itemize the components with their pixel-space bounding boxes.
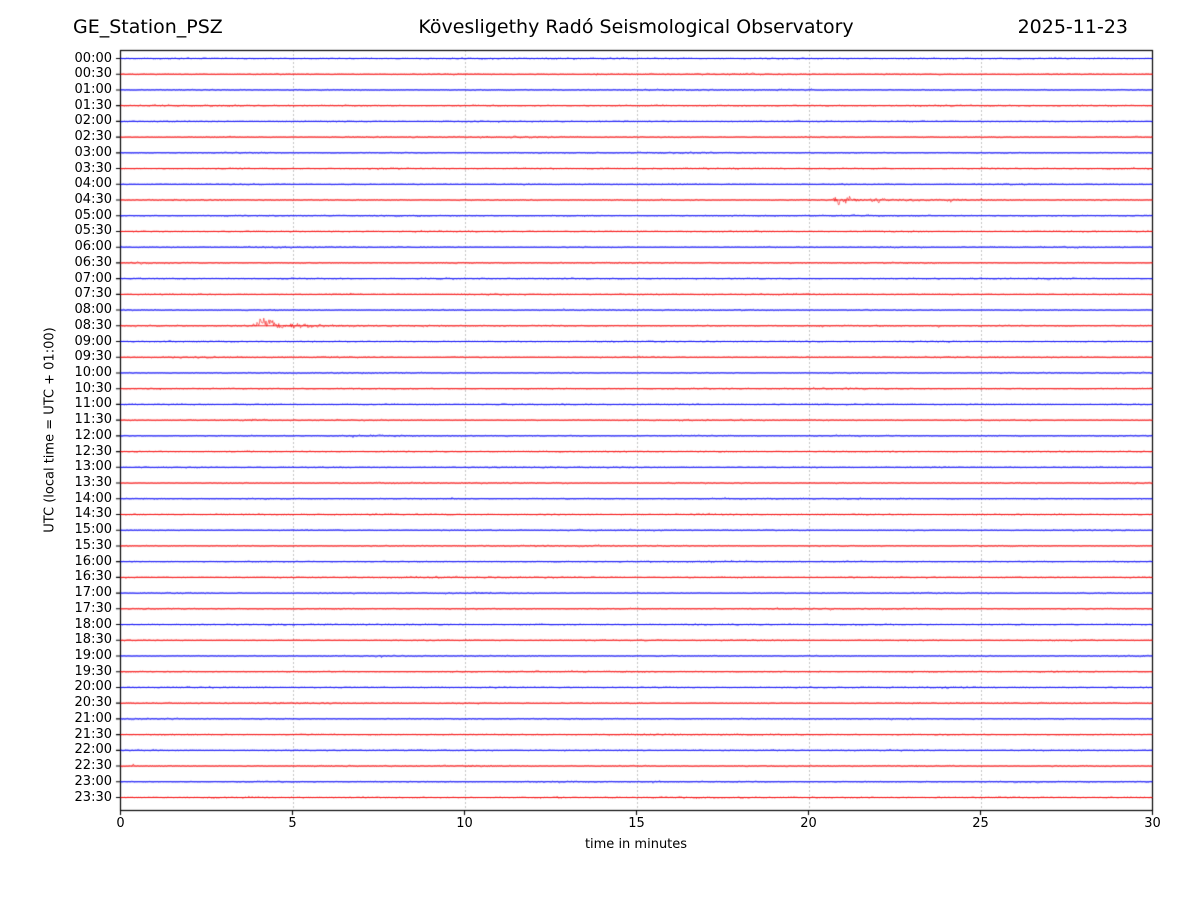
y-tick-label: 08:00 (74, 302, 112, 318)
x-tick-label: 15 (628, 816, 645, 831)
y-tick-label: 22:00 (74, 742, 112, 758)
y-tick-label: 16:00 (74, 553, 112, 569)
y-tick-label: 15:00 (74, 522, 112, 538)
y-tick-label: 22:30 (74, 758, 112, 774)
y-tick-label: 03:30 (74, 160, 112, 176)
y-tick-label: 21:00 (74, 710, 112, 726)
y-tick-label: 03:00 (74, 144, 112, 160)
y-tick-label: 18:30 (74, 632, 112, 648)
y-tick-label: 00:00 (74, 50, 112, 66)
y-tick-label: 13:00 (74, 459, 112, 475)
x-tick-label: 20 (800, 816, 817, 831)
x-tick-label: 25 (972, 816, 989, 831)
y-tick-label: 05:30 (74, 223, 112, 239)
y-tick-label: 19:30 (74, 663, 112, 679)
y-tick-label: 23:00 (74, 773, 112, 789)
y-tick-label: 10:00 (74, 364, 112, 380)
y-tick-label: 09:00 (74, 333, 112, 349)
y-tick-label: 16:30 (74, 569, 112, 585)
y-tick-label: 18:00 (74, 616, 112, 632)
y-tick-label: 07:00 (74, 270, 112, 286)
y-tick-label: 21:30 (74, 726, 112, 742)
x-tick-label: 5 (288, 816, 297, 831)
y-tick-label: 11:30 (74, 412, 112, 428)
y-tick-label: 12:30 (74, 443, 112, 459)
y-tick-label: 04:00 (74, 176, 112, 192)
y-tick-label: 10:30 (74, 380, 112, 396)
y-tick-label: 17:00 (74, 585, 112, 601)
y-tick-label: 13:30 (74, 475, 112, 491)
x-tick-label: 0 (116, 816, 125, 831)
y-tick-label: 12:00 (74, 427, 112, 443)
x-axis-label: time in minutes (584, 837, 688, 852)
y-tick-label: 00:30 (74, 66, 112, 82)
x-tick-label: 30 (1144, 816, 1161, 831)
y-tick-label: 02:30 (74, 129, 112, 145)
y-tick-label: 06:00 (74, 239, 112, 255)
y-tick-label: 06:30 (74, 254, 112, 270)
y-tick-label: 08:30 (74, 317, 112, 333)
y-tick-label: 09:30 (74, 349, 112, 365)
y-tick-label: 14:00 (74, 490, 112, 506)
y-tick-label: 04:30 (74, 192, 112, 207)
y-tick-label: 20:30 (74, 695, 112, 711)
y-tick-label: 20:00 (74, 679, 112, 695)
y-tick-label: 11:00 (74, 396, 112, 412)
y-tick-label: 01:00 (74, 81, 112, 97)
y-tick-label: 23:30 (74, 789, 112, 805)
y-tick-label: 02:00 (74, 113, 112, 129)
y-tick-label: 05:00 (74, 207, 112, 223)
y-tick-label: 07:30 (74, 286, 112, 302)
y-tick-label: 01:30 (74, 97, 112, 113)
y-tick-label: 15:30 (74, 537, 112, 553)
y-tick-label: 19:00 (74, 647, 112, 663)
y-tick-label: 14:30 (74, 506, 112, 522)
y-tick-label: 17:30 (74, 600, 112, 616)
x-tick-label: 10 (456, 816, 473, 831)
